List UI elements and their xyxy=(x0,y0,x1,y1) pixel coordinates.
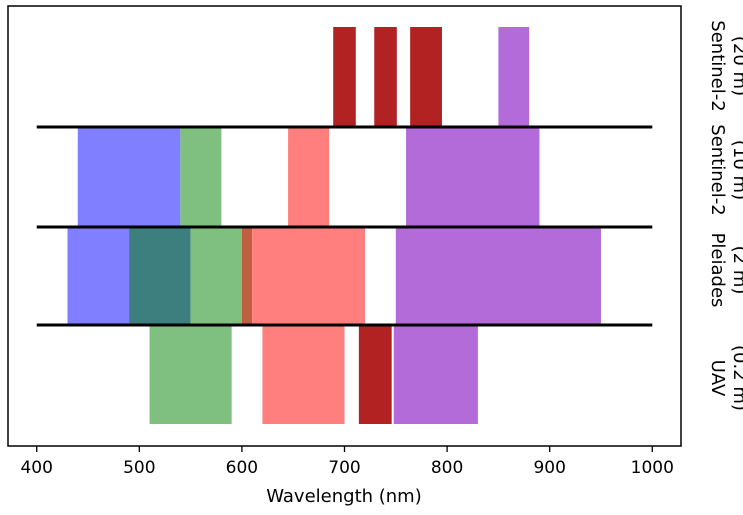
row-label-line2: (10 m) xyxy=(729,140,743,200)
x-tick-label-600: 600 xyxy=(226,458,258,478)
row-label-line1: Sentinel-2 xyxy=(707,20,728,111)
band-row3-2 xyxy=(358,325,392,424)
band-row1-0 xyxy=(77,127,181,227)
band-row0-2 xyxy=(410,27,442,127)
band-row2-4 xyxy=(252,227,366,325)
band-row1-3 xyxy=(406,127,540,227)
row-label-0: Sentinel-2 (20 m) xyxy=(707,20,743,111)
band-row0-0 xyxy=(333,27,356,127)
row-label-line1: Pleiades xyxy=(707,233,728,308)
row-label-line2: (20 m) xyxy=(729,36,743,96)
band-row2-3 xyxy=(241,227,253,325)
band-layer xyxy=(67,27,601,424)
band-row0-1 xyxy=(374,27,397,127)
x-tick-label-1000: 1000 xyxy=(631,458,674,478)
x-tick-label-800: 800 xyxy=(431,458,463,478)
x-tick-label-900: 900 xyxy=(533,458,565,478)
x-tick-label-700: 700 xyxy=(328,458,360,478)
separator-layer xyxy=(36,125,653,327)
band-row3-1 xyxy=(262,325,345,424)
x-axis-label: Wavelength (nm) xyxy=(266,486,422,507)
band-row2-1 xyxy=(129,227,191,325)
row-label-line2: (2 m) xyxy=(729,246,743,295)
x-tick-label-400: 400 xyxy=(20,458,52,478)
row-label-layer: Sentinel-2 (20 m)Sentinel-2 (10 m)Pleiades… xyxy=(707,20,743,411)
x-tick-label-500: 500 xyxy=(123,458,155,478)
band-row3-3 xyxy=(393,325,478,424)
band-row2-0 xyxy=(67,227,130,325)
row-label-3: UAV (0.2 m) xyxy=(707,345,743,411)
band-row1-1 xyxy=(180,127,222,227)
band-row2-2 xyxy=(190,227,242,325)
row-label-line2: (0.2 m) xyxy=(729,345,743,411)
band-row1-2 xyxy=(288,127,330,227)
band-row2-5 xyxy=(395,227,601,325)
band-row0-3 xyxy=(498,27,530,127)
row-label-1: Sentinel-2 (10 m) xyxy=(707,124,743,215)
row-label-line1: Sentinel-2 xyxy=(707,124,728,215)
row-label-2: Pleiades (2 m) xyxy=(707,233,743,308)
band-row3-0 xyxy=(149,325,232,424)
x-axis: 400 500 600 700 800 900 1000 xyxy=(20,446,674,478)
row-label-line1: UAV xyxy=(707,360,728,397)
